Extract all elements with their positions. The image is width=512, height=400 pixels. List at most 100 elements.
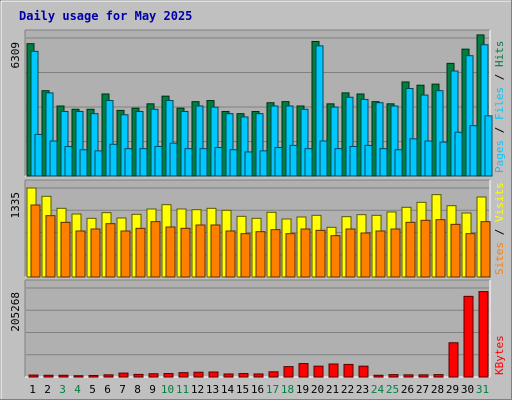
bar-pages-day-8-fill — [139, 148, 148, 177]
bar-pages-day-27 — [424, 140, 433, 177]
bar-pages-day-10-fill — [169, 142, 178, 177]
bar-sites-day-22-fill — [345, 228, 356, 278]
bar-sites-day-14-fill — [225, 230, 236, 278]
x-tick-label-day-10: 10 — [161, 383, 174, 396]
bar-sites-day-8 — [135, 227, 146, 278]
bar-pages-day-25-fill — [394, 149, 403, 177]
bar-sites-day-21-fill — [330, 235, 341, 278]
bar-kbytes-day-8-fill — [133, 373, 144, 378]
bar-kbytes-day-13-fill — [208, 371, 219, 378]
bar-sites-day-3 — [60, 221, 71, 278]
bar-kbytes-day-19-fill — [298, 363, 309, 378]
bar-sites-day-13 — [210, 224, 221, 278]
bar-pages-day-30 — [469, 125, 478, 177]
bar-sites-day-17 — [270, 229, 281, 278]
bar-kbytes-day-4 — [73, 375, 84, 378]
bar-sites-day-10-fill — [165, 226, 176, 278]
bar-kbytes-day-4-fill — [73, 375, 84, 378]
bar-kbytes-day-29 — [448, 342, 459, 378]
bar-kbytes-day-20 — [313, 365, 324, 378]
x-tick-label-day-18: 18 — [281, 383, 294, 396]
bar-kbytes-day-7 — [118, 372, 129, 378]
bar-kbytes-day-15-fill — [238, 373, 249, 378]
bar-pages-day-9-fill — [154, 145, 163, 177]
bar-pages-day-10 — [169, 142, 178, 177]
bar-pages-day-11 — [184, 148, 193, 177]
bar-kbytes-day-11-fill — [178, 372, 189, 378]
bar-sites-day-28-fill — [435, 219, 446, 278]
bar-kbytes-day-24-fill — [373, 374, 384, 378]
bar-pages-day-28-fill — [439, 141, 448, 177]
bar-sites-day-28 — [435, 219, 446, 278]
bar-kbytes-day-14 — [223, 373, 234, 378]
x-tick-label-day-5: 5 — [89, 383, 96, 396]
bar-pages-day-26-fill — [409, 138, 418, 177]
bar-kbytes-day-27-fill — [418, 374, 429, 378]
ymax-label-kbytes: 205268 — [9, 292, 22, 332]
bar-pages-day-27-fill — [424, 140, 433, 177]
bar-kbytes-day-3-fill — [58, 374, 69, 378]
bar-sites-day-7-fill — [120, 230, 131, 278]
bar-pages-day-11-fill — [184, 148, 193, 177]
bar-sites-day-6 — [105, 223, 116, 278]
bar-kbytes-day-28-fill — [433, 374, 444, 378]
bar-pages-day-20 — [319, 140, 328, 177]
bar-pages-day-24-fill — [379, 148, 388, 177]
bar-kbytes-day-1 — [28, 374, 39, 378]
legend-entry-pages: Pages — [493, 140, 506, 173]
bar-sites-day-5 — [90, 228, 101, 278]
bar-pages-day-30-fill — [469, 125, 478, 177]
bar-kbytes-day-13 — [208, 371, 219, 378]
x-tick-label-day-9: 9 — [149, 383, 156, 396]
bar-sites-day-15 — [240, 233, 251, 278]
x-tick-label-day-12: 12 — [191, 383, 204, 396]
bar-sites-day-25 — [390, 228, 401, 278]
bar-sites-day-3-fill — [60, 221, 71, 278]
bar-sites-day-31 — [480, 221, 491, 278]
bar-kbytes-day-12-fill — [193, 371, 204, 378]
bar-kbytes-day-23-fill — [358, 365, 369, 378]
bar-pages-day-1-fill — [34, 133, 43, 177]
bar-sites-day-19-fill — [300, 228, 311, 278]
bar-sites-day-11-fill — [180, 227, 191, 278]
bar-kbytes-day-22 — [343, 363, 354, 378]
bar-sites-day-6-fill — [105, 223, 116, 278]
bar-kbytes-day-7-fill — [118, 372, 129, 378]
bar-sites-day-30-fill — [465, 233, 476, 278]
bar-sites-day-25-fill — [390, 228, 401, 278]
bar-kbytes-day-23 — [358, 365, 369, 378]
bar-kbytes-day-2 — [43, 374, 54, 378]
bar-pages-day-2-fill — [49, 140, 58, 177]
bar-kbytes-day-26 — [403, 374, 414, 378]
bar-kbytes-day-9 — [148, 373, 159, 378]
bar-pages-day-5-fill — [94, 150, 103, 177]
bar-pages-day-5 — [94, 150, 103, 177]
bar-sites-day-24-fill — [375, 230, 386, 278]
chart-title: Daily usage for May 2025 — [19, 9, 192, 23]
ymax-label-hits: 6309 — [9, 42, 22, 69]
plot-area-kbytes — [25, 280, 490, 377]
bar-sites-day-23 — [360, 232, 371, 278]
x-tick-label-day-21: 21 — [326, 383, 339, 396]
legend-entry-visits: Visits — [493, 182, 506, 222]
bar-kbytes-day-29-fill — [448, 342, 459, 378]
bar-pages-day-12 — [199, 148, 208, 177]
x-tick-label-day-23: 23 — [356, 383, 369, 396]
bar-sites-day-9 — [150, 221, 161, 278]
bar-kbytes-day-15 — [238, 373, 249, 378]
x-tick-label-day-2: 2 — [44, 383, 51, 396]
bar-sites-day-2 — [45, 215, 56, 278]
bar-kbytes-day-12 — [193, 371, 204, 378]
bar-sites-day-11 — [180, 227, 191, 278]
bar-sites-day-20 — [315, 229, 326, 278]
bar-pages-day-4 — [79, 149, 88, 177]
bar-sites-day-12-fill — [195, 224, 206, 278]
x-tick-label-day-31: 31 — [476, 383, 489, 396]
bar-pages-day-22-fill — [349, 145, 358, 177]
bar-sites-day-10 — [165, 226, 176, 278]
bar-kbytes-day-31 — [478, 291, 489, 378]
legend-kbytes: KBytes — [493, 335, 506, 375]
x-tick-label-day-3: 3 — [59, 383, 66, 396]
bar-pages-day-7-fill — [124, 148, 133, 177]
